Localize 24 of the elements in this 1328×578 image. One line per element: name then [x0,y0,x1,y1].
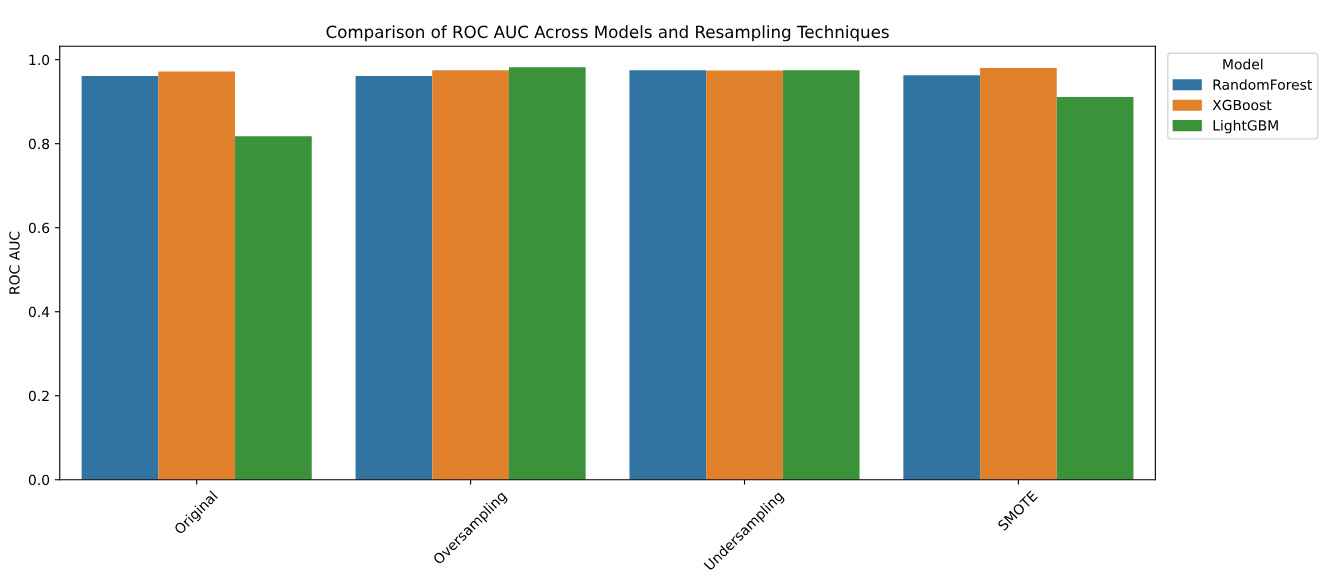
legend-label: XGBoost [1212,99,1272,111]
y-tick-label: 0.0 [28,474,50,486]
legend-label: LightGBM [1213,119,1278,134]
legend-label: RandomForest [1213,79,1312,90]
legend-title: Model [1223,58,1263,70]
bar [903,75,981,480]
bar [158,71,236,480]
bar [235,136,312,480]
y-tick-label: 0.4 [28,306,50,318]
bar [508,67,586,480]
y-axis-title: ROC AUC [9,231,20,294]
y-tick-label: 0.2 [28,390,49,402]
chart-title: Comparison of ROC AUC Across Models and Resampling Techniques [326,25,889,42]
bar [1056,97,1134,480]
y-tick-label: 0.6 [28,222,50,234]
bar [81,76,159,480]
bar [629,70,707,480]
bar [980,68,1057,480]
bar [355,76,433,480]
y-tick-label: 0.8 [28,138,50,150]
bar [706,70,783,480]
y-tick-label: 1.0 [29,54,50,66]
bar [782,70,860,480]
bar [432,70,509,480]
